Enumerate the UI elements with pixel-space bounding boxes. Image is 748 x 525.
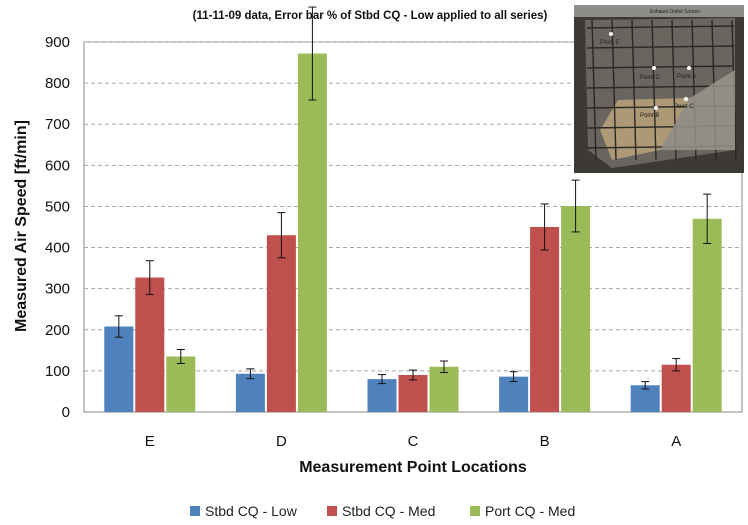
legend-swatch: [327, 506, 337, 516]
chart-title: (11-11-09 data, Error bar % of Stbd CQ -…: [193, 10, 548, 22]
bar: [266, 235, 296, 412]
x-tick-label: C: [408, 433, 419, 450]
point-label: Point E: [600, 40, 619, 46]
legend-label: Stbd CQ - Low: [205, 503, 298, 519]
y-tick-label: 700: [45, 116, 70, 133]
bars: [104, 53, 722, 413]
legend: Stbd CQ - Low Stbd CQ - Med Port CQ - Med: [190, 503, 575, 519]
y-tick-label: 400: [45, 240, 70, 257]
screen-bar: [586, 65, 735, 69]
y-tick-label: 300: [45, 281, 70, 298]
point-label: Point A: [677, 74, 696, 80]
photo-header-label: Exhaust Outlet Screen: [650, 9, 700, 15]
y-tick-label: 0: [62, 404, 70, 421]
bar: [692, 218, 722, 412]
point-label: Point B: [640, 113, 659, 119]
legend-swatch: [470, 506, 480, 516]
bar: [104, 326, 134, 412]
point-label: Point C: [674, 104, 694, 110]
screen-bar: [586, 25, 735, 29]
bar: [429, 366, 459, 412]
point-label: Point D: [640, 75, 660, 81]
y-tick-labels: 0 100 200 300 400 500 600 700 800 900: [45, 34, 70, 421]
point-marker: [684, 97, 688, 101]
screen-bar: [611, 19, 617, 161]
legend-swatch: [190, 506, 200, 516]
screen-bar: [591, 19, 597, 161]
x-axis-label: Measurement Point Locations: [299, 459, 527, 476]
y-tick-label: 800: [45, 75, 70, 92]
screen-bar: [586, 45, 735, 49]
point-marker: [687, 66, 691, 70]
x-tick-label: E: [145, 433, 155, 450]
measurement-points: Point E Point D Point A Point B Point C: [600, 32, 696, 119]
bar: [530, 227, 560, 412]
bar: [166, 356, 196, 412]
x-tick-label: D: [276, 433, 287, 450]
point-marker: [652, 66, 656, 70]
photo-top-strip: [574, 5, 744, 17]
bar: [499, 376, 529, 412]
y-tick-label: 100: [45, 363, 70, 380]
y-tick-label: 900: [45, 34, 70, 51]
legend-label: Stbd CQ - Med: [342, 503, 435, 519]
y-tick-label: 600: [45, 157, 70, 174]
x-tick-label: A: [671, 433, 681, 450]
photo-cardboard-area: [600, 98, 690, 160]
bar: [135, 277, 165, 412]
legend-label: Port CQ - Med: [485, 503, 575, 519]
x-tick-label: B: [540, 433, 550, 450]
point-marker: [654, 106, 658, 110]
bar: [398, 375, 428, 412]
bar: [297, 53, 327, 413]
bar: [561, 206, 591, 412]
screen-bar: [651, 19, 657, 161]
bar: [661, 364, 691, 412]
y-axis-label: Measured Air Speed [ft/min]: [13, 120, 30, 332]
y-tick-label: 500: [45, 198, 70, 215]
screen-bar: [631, 19, 637, 161]
y-tick-label: 200: [45, 322, 70, 339]
bar: [235, 373, 265, 412]
point-marker: [609, 32, 613, 36]
photo-wall-area: [660, 70, 735, 150]
error-bars: [114, 6, 712, 390]
bar: [630, 385, 660, 412]
bar: [367, 379, 397, 412]
